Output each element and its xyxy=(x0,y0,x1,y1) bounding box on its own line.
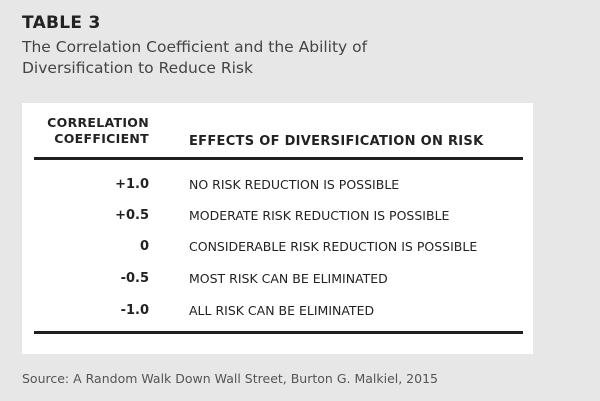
coefficient-cell: 0 xyxy=(139,239,149,254)
effect-cell: MOST RISK CAN BE ELIMINATED xyxy=(189,271,388,286)
table-row: +1.0 NO RISK REDUCTION IS POSSIBLE xyxy=(22,175,533,195)
table-subtitle: The Correlation Coefficient and the Abil… xyxy=(22,38,368,77)
table-card: CORRELATION COEFFICIENT EFFECTS OF DIVER… xyxy=(22,103,533,354)
effect-cell: MODERATE RISK REDUCTION IS POSSIBLE xyxy=(189,208,450,223)
coefficient-cell: +0.5 xyxy=(115,208,149,223)
table-row: -0.5 MOST RISK CAN BE ELIMINATED xyxy=(22,269,533,289)
effect-cell: NO RISK REDUCTION IS POSSIBLE xyxy=(189,177,400,192)
coefficient-cell: -1.0 xyxy=(120,303,149,318)
table-row: -1.0 ALL RISK CAN BE ELIMINATED xyxy=(22,301,533,321)
coefficient-cell: +1.0 xyxy=(115,177,149,192)
effect-cell: ALL RISK CAN BE ELIMINATED xyxy=(189,303,375,318)
footer-rule xyxy=(34,331,523,334)
table-row: +0.5 MODERATE RISK REDUCTION IS POSSIBLE xyxy=(22,206,533,226)
header-coefficient-line2: COEFFICIENT xyxy=(54,131,149,146)
header-coefficient-line1: CORRELATION xyxy=(47,115,149,130)
table-row: 0 CONSIDERABLE RISK REDUCTION IS POSSIBL… xyxy=(22,237,533,257)
header-correlation-coefficient: CORRELATION COEFFICIENT xyxy=(47,115,149,147)
effect-cell: CONSIDERABLE RISK REDUCTION IS POSSIBLE xyxy=(189,239,478,254)
table-label: TABLE 3 xyxy=(22,13,101,33)
source-note: Source: A Random Walk Down Wall Street, … xyxy=(22,371,438,386)
header-effects: EFFECTS OF DIVERSIFICATION ON RISK xyxy=(189,134,484,149)
coefficient-cell: -0.5 xyxy=(120,271,149,286)
header-rule xyxy=(34,157,523,160)
